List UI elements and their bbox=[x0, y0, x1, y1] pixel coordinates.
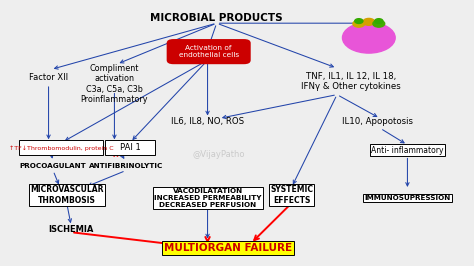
Text: ANTIFIBRINOLYTIC: ANTIFIBRINOLYTIC bbox=[89, 163, 163, 169]
Circle shape bbox=[353, 20, 365, 27]
FancyBboxPatch shape bbox=[167, 39, 251, 64]
FancyBboxPatch shape bbox=[19, 140, 103, 156]
Text: PROCOAGULANT: PROCOAGULANT bbox=[20, 163, 86, 169]
Text: Anti- inflammatory: Anti- inflammatory bbox=[371, 146, 444, 155]
Text: MULTIORGAN FAILURE: MULTIORGAN FAILURE bbox=[164, 243, 292, 253]
Text: Factor XII: Factor XII bbox=[29, 73, 68, 82]
Text: IMMUNOSUPRESSION: IMMUNOSUPRESSION bbox=[365, 195, 451, 201]
FancyBboxPatch shape bbox=[105, 140, 155, 156]
Text: Activation of
endothelial cells: Activation of endothelial cells bbox=[179, 45, 239, 58]
Circle shape bbox=[355, 19, 363, 23]
Text: PAI 1: PAI 1 bbox=[120, 143, 141, 152]
Text: TNF, IL1, IL 12, IL 18,
IFNγ & Other cytokines: TNF, IL1, IL 12, IL 18, IFNγ & Other cyt… bbox=[301, 72, 401, 91]
Text: ↑TF↓Thrombomodulin, protein C: ↑TF↓Thrombomodulin, protein C bbox=[9, 145, 113, 151]
Text: SYSTEMIC
EFFECTS: SYSTEMIC EFFECTS bbox=[270, 185, 313, 205]
Text: Compliment
activation
C3a, C5a, C3b
Proinflammatory: Compliment activation C3a, C5a, C3b Proi… bbox=[81, 64, 148, 104]
Text: @VijayPatho: @VijayPatho bbox=[192, 150, 245, 159]
Circle shape bbox=[343, 22, 395, 53]
Text: MICROBIAL PRODUCTS: MICROBIAL PRODUCTS bbox=[150, 13, 283, 23]
Circle shape bbox=[375, 19, 383, 23]
Text: IL10, Apopotosis: IL10, Apopotosis bbox=[342, 117, 413, 126]
Text: VACODILATATION
INCREASED PERMEABILITY
DECREASED PERFUSION: VACODILATATION INCREASED PERMEABILITY DE… bbox=[154, 188, 261, 208]
Text: ISCHEMIA: ISCHEMIA bbox=[48, 225, 94, 234]
Circle shape bbox=[373, 20, 385, 27]
Text: MICROVASCULAR
THROMBOSIS: MICROVASCULAR THROMBOSIS bbox=[30, 185, 103, 205]
Circle shape bbox=[363, 18, 375, 25]
Text: IL6, IL8, NO, ROS: IL6, IL8, NO, ROS bbox=[171, 117, 244, 126]
